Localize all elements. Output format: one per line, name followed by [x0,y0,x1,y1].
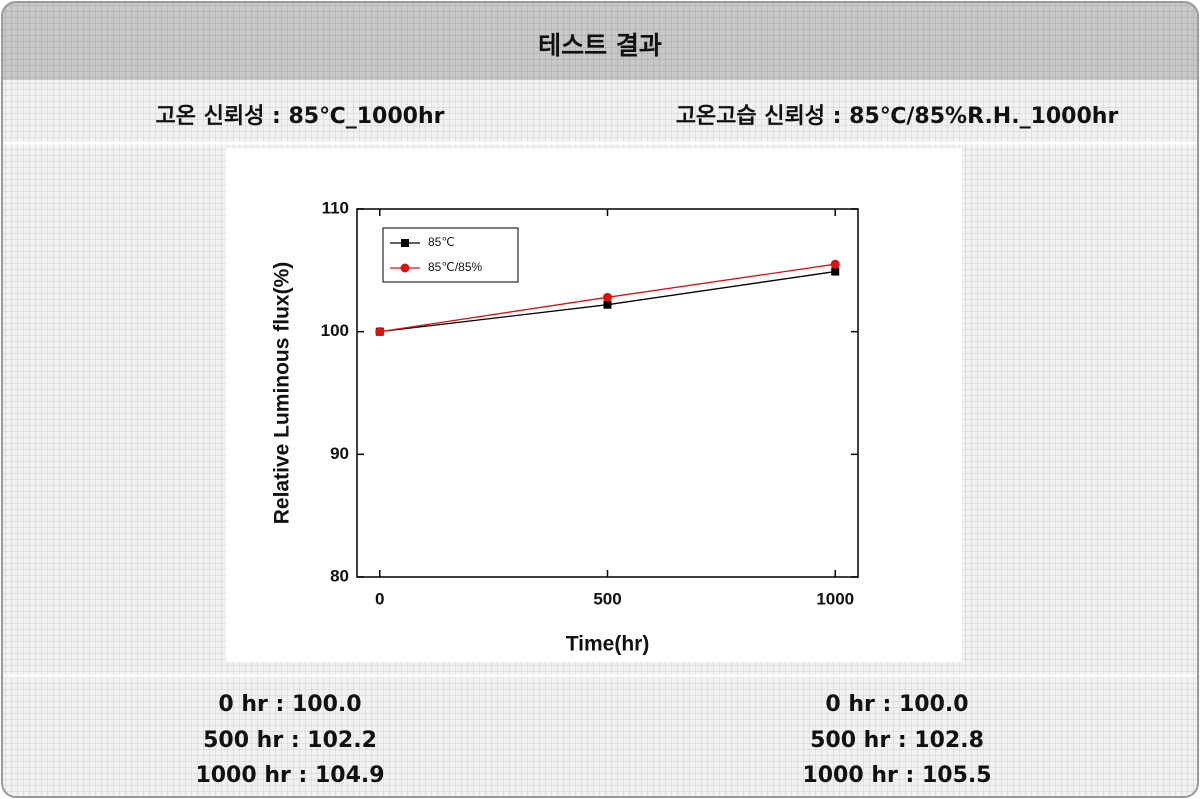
legend-label: 85℃/85% [428,260,483,274]
marker [603,292,612,302]
result-line: 500 hr : 102.2 [203,728,377,753]
y-tick-label: 110 [322,198,349,217]
y-tick-label: 100 [321,321,349,340]
x-tick-label: 1000 [816,589,854,608]
marker [375,327,385,337]
marker [831,267,840,276]
title: 테스트 결과 [538,31,662,60]
legend-label: 85℃ [428,235,455,249]
legend-box [382,227,519,283]
legend-marker [400,263,410,273]
marker [830,259,840,269]
y-axis-label: Relative Luminous flux(%) [271,262,294,525]
legend-marker [401,239,409,247]
result-line: 1000 hr : 105.5 [802,763,991,788]
result-line: 0 hr : 100.0 [825,692,968,717]
result-line: 1000 hr : 104.9 [195,763,384,788]
condition: 고온고습 신뢰성 : 85℃/85%R.H._1000hr [676,104,1119,129]
marker [603,300,612,309]
condition: 고온 신뢰성 : 85℃_1000hr [156,104,445,129]
x-axis-label: Time(hr) [566,633,650,656]
result-line: 0 hr : 100.0 [218,692,361,717]
y-tick-label: 90 [330,444,349,463]
result-line: 500 hr : 102.8 [810,728,984,753]
x-tick-label: 0 [375,589,384,608]
x-tick-label: 500 [593,589,621,608]
y-tick-label: 80 [330,566,349,585]
header-band [2,2,1198,80]
